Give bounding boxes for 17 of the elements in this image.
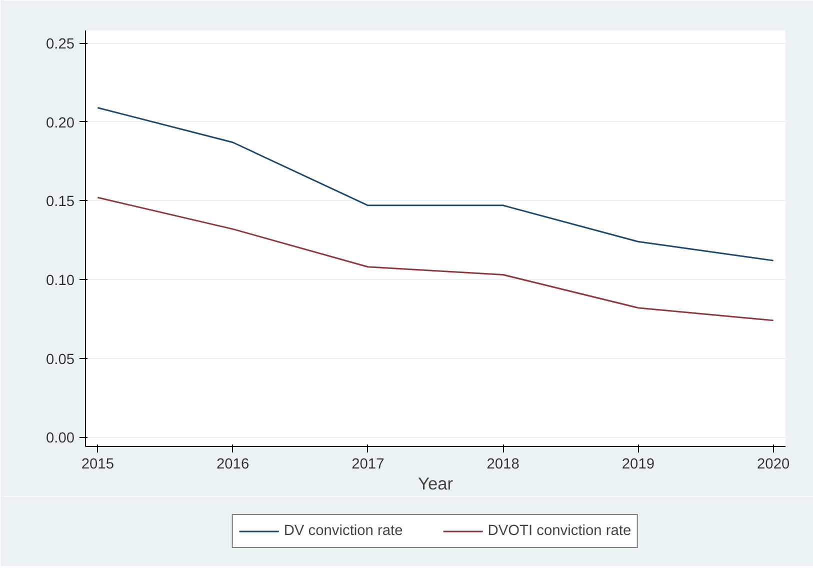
y-tick-label: 0.15 (46, 194, 75, 210)
x-tick-label: 2016 (216, 456, 250, 472)
legend-label: DVOTI conviction rate (488, 523, 632, 539)
y-tick-label: 0.10 (46, 272, 75, 289)
x-tick-label: 2017 (352, 456, 384, 472)
y-tick-label: 0.05 (46, 352, 75, 368)
x-tick-label: 2020 (757, 456, 790, 472)
legend-label: DV conviction rate (284, 523, 403, 539)
line-series (96, 106, 774, 262)
x-tick-label: 2018 (486, 456, 520, 472)
x-tick-label: 2019 (622, 456, 655, 472)
y-tick-label: 0.00 (46, 430, 75, 447)
x-tick-label: 2015 (81, 456, 114, 472)
y-tick-label: 0.20 (46, 115, 75, 132)
line-series (96, 196, 774, 322)
y-tick-label: 0.25 (46, 36, 75, 53)
x-axis-title: Year (418, 474, 454, 494)
